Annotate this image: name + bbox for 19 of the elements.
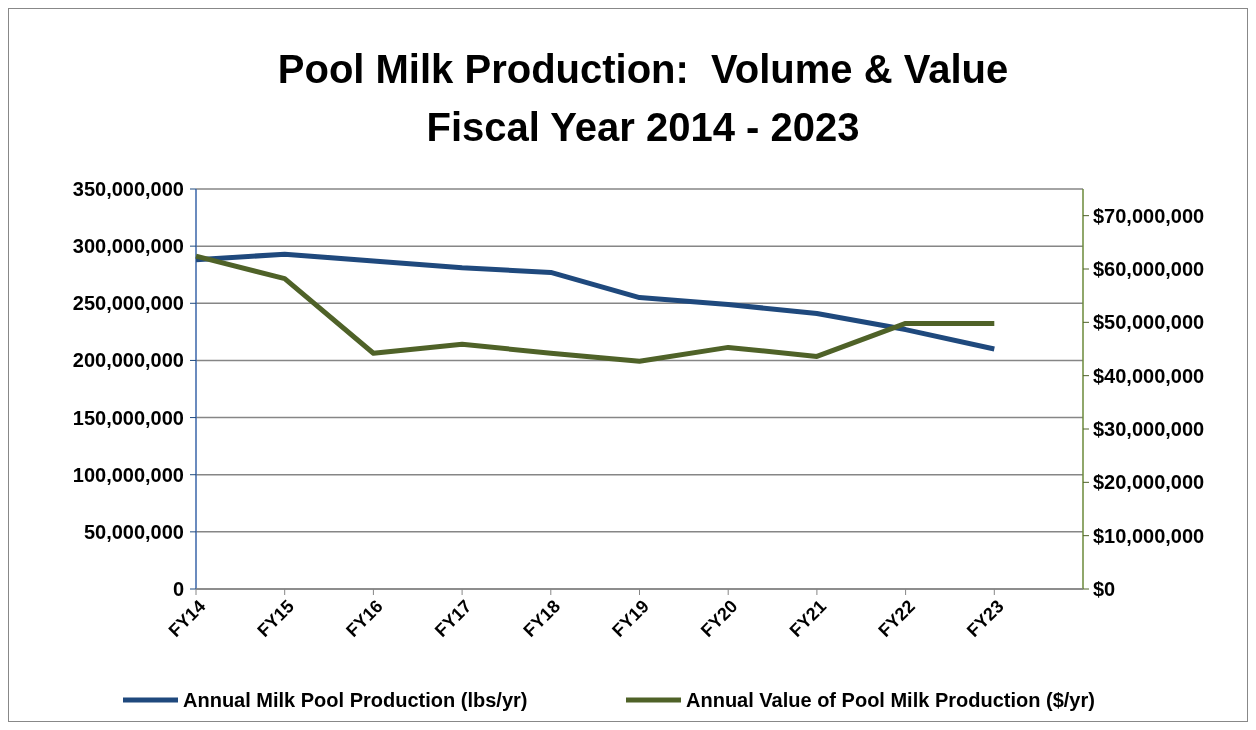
y-tick-label: 150,000,000 xyxy=(72,406,184,429)
legend-label: Annual Milk Pool Production (lbs/yr) xyxy=(183,689,528,711)
chart-title: Pool Milk Production: Volume & Value Fiscal Year 2014 - 2023 xyxy=(277,47,1009,149)
y-tick-label: 200,000,000 xyxy=(72,349,184,372)
y2-tick-label: $20,000,000 xyxy=(1093,471,1205,494)
y2-tick-label: $70,000,000 xyxy=(1093,204,1205,227)
y-tick-label: 100,000,000 xyxy=(72,463,184,486)
y-tick-label: 0 xyxy=(172,578,184,600)
y2-tick-label: $0 xyxy=(1093,578,1116,600)
y-tick-label: 350,000,000 xyxy=(72,178,184,200)
legend-label: Annual Value of Pool Milk Production ($/yr) xyxy=(686,689,1095,711)
y2-tick-label: $50,000,000 xyxy=(1093,311,1205,334)
y2-tick-label: $40,000,000 xyxy=(1093,364,1205,387)
y-tick-label: 250,000,000 xyxy=(72,292,184,315)
y2-tick-label: $10,000,000 xyxy=(1093,524,1205,547)
y-tick-label: 50,000,000 xyxy=(83,520,184,543)
y-tick-label: 300,000,000 xyxy=(72,235,184,258)
y2-tick-label: $60,000,000 xyxy=(1093,258,1205,280)
y2-tick-label: $30,000,000 xyxy=(1093,418,1205,440)
